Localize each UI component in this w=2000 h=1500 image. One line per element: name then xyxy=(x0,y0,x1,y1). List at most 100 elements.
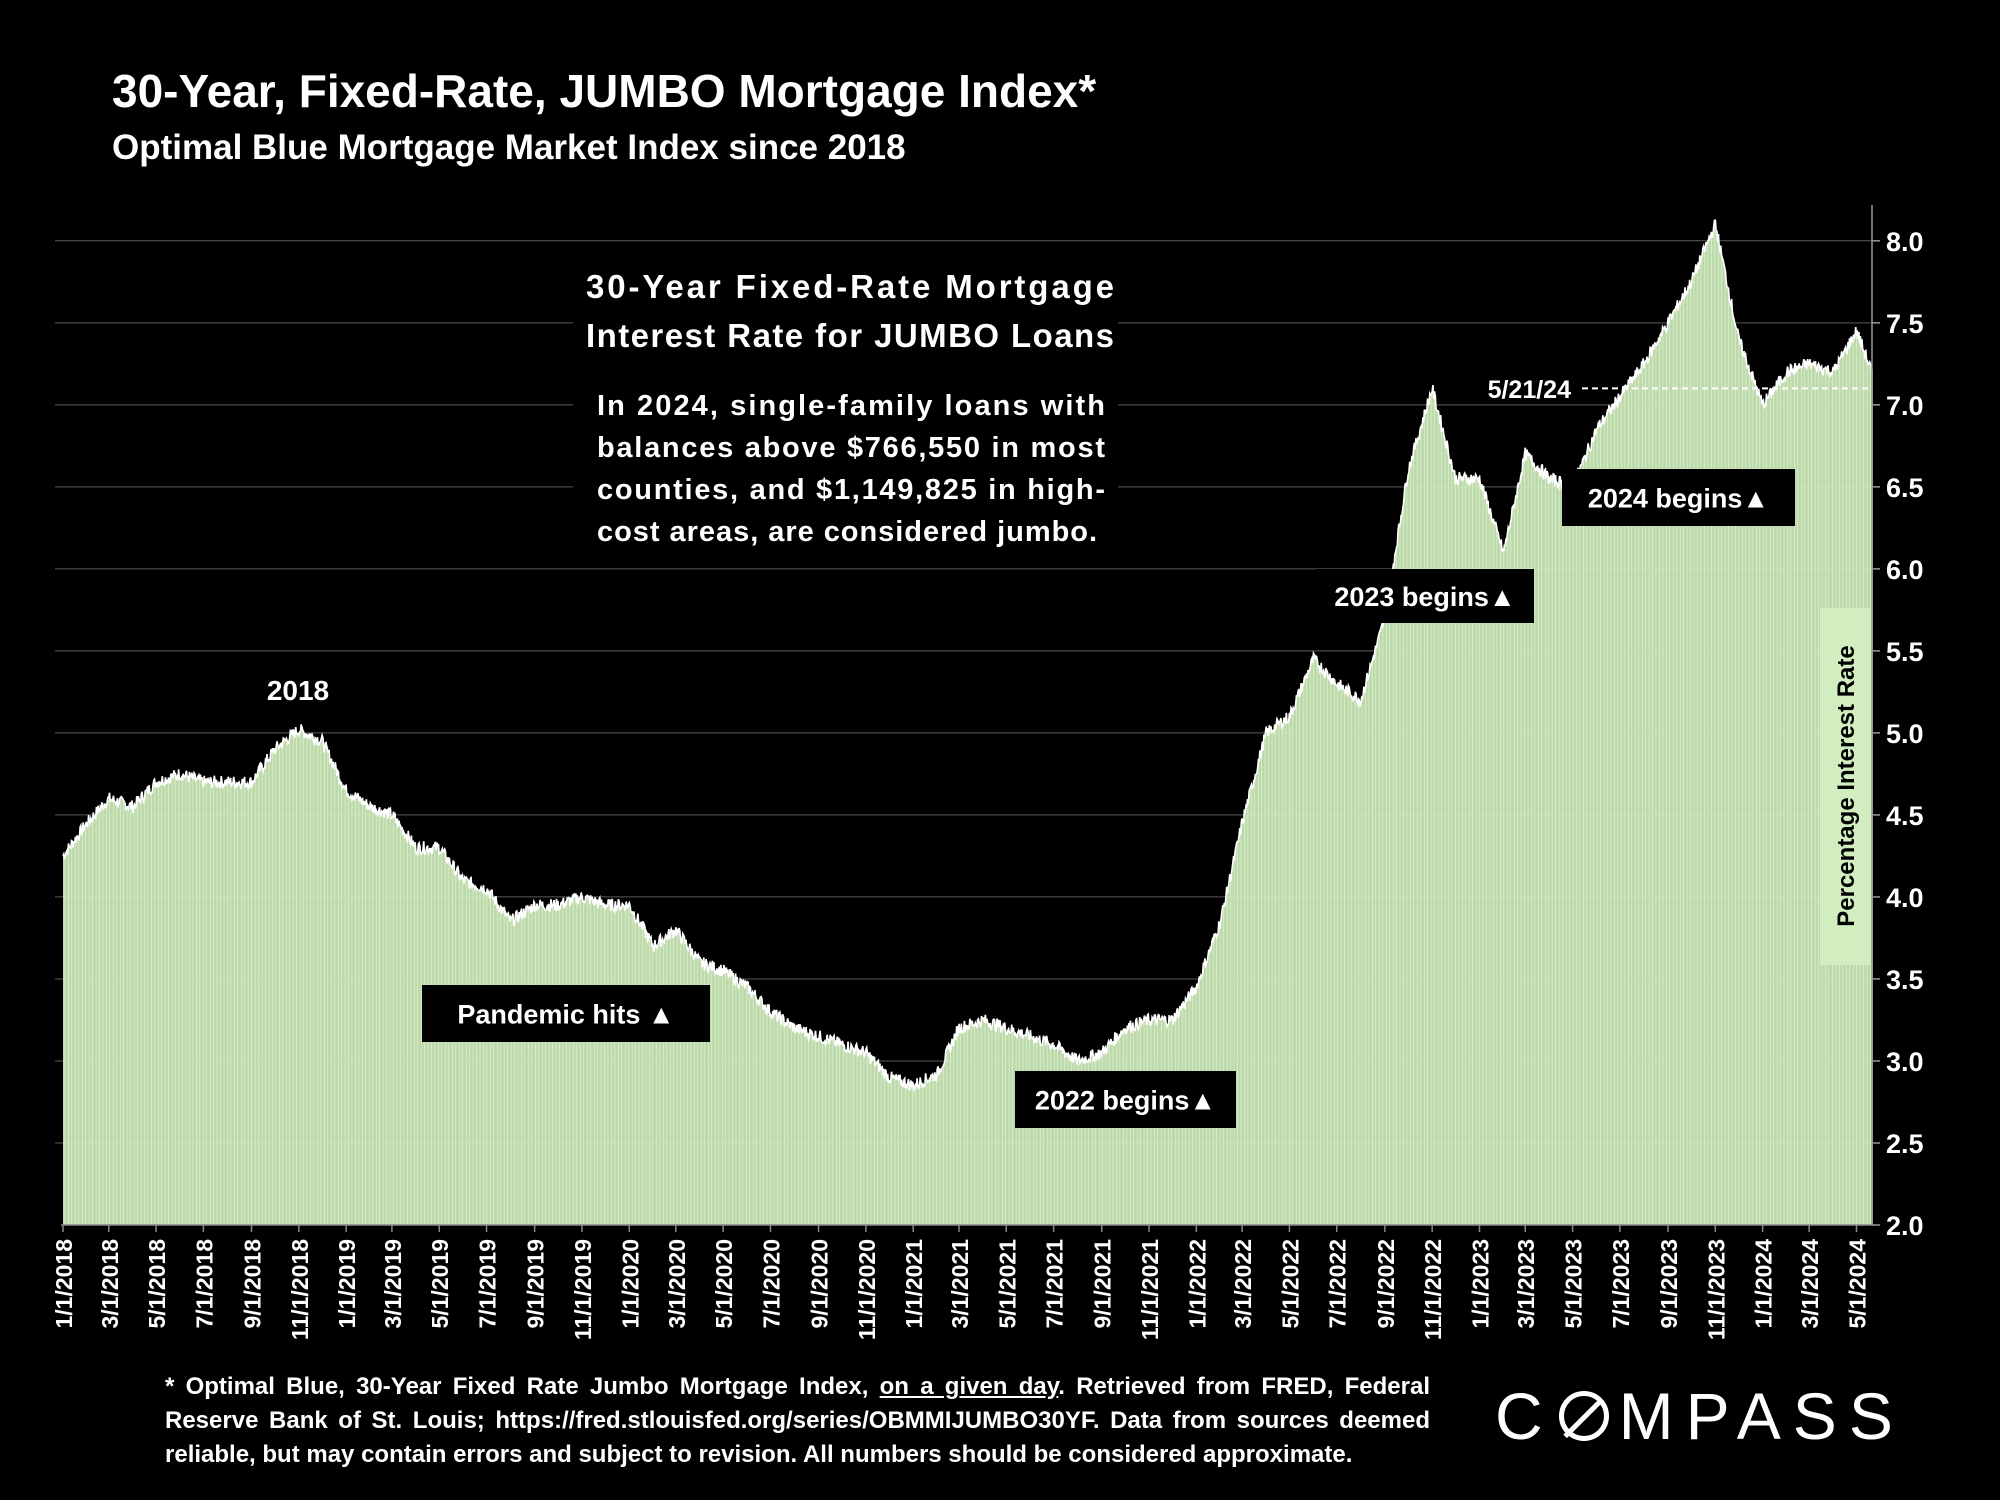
bar xyxy=(282,744,284,1225)
bar xyxy=(305,733,306,1225)
bar xyxy=(1025,1036,1027,1225)
x-tick-label: 1/1/2018 xyxy=(51,1239,77,1329)
bar xyxy=(1260,758,1262,1225)
bar xyxy=(685,943,686,1225)
bar xyxy=(496,902,498,1225)
bar xyxy=(999,1027,1001,1225)
bar xyxy=(533,911,534,1225)
bar xyxy=(1048,1043,1050,1225)
bar xyxy=(261,763,263,1225)
bar xyxy=(1683,299,1685,1225)
bar xyxy=(364,803,366,1225)
bar xyxy=(73,847,74,1225)
bar xyxy=(213,782,215,1225)
bar xyxy=(370,804,372,1225)
y-tick-label: 4.0 xyxy=(1886,883,1924,913)
bar xyxy=(179,779,181,1225)
bar xyxy=(402,835,404,1225)
bar xyxy=(182,780,184,1225)
bar xyxy=(148,793,150,1225)
bar xyxy=(490,892,492,1225)
bar xyxy=(126,806,128,1225)
bar xyxy=(223,783,225,1225)
bar xyxy=(517,919,519,1225)
bar xyxy=(1632,383,1634,1225)
bar xyxy=(1365,689,1367,1225)
bar xyxy=(1461,480,1463,1226)
bar xyxy=(1259,760,1261,1225)
bar xyxy=(1650,347,1651,1225)
bar xyxy=(497,906,499,1225)
bar xyxy=(360,800,362,1225)
bar xyxy=(1244,809,1246,1225)
bar xyxy=(831,1037,833,1225)
bar xyxy=(950,1052,952,1225)
bar xyxy=(612,909,614,1225)
bar xyxy=(285,740,287,1225)
bar xyxy=(530,913,532,1225)
bar xyxy=(1276,724,1278,1225)
bar xyxy=(377,816,379,1225)
bar xyxy=(1069,1058,1070,1225)
bar xyxy=(1695,264,1697,1225)
bar xyxy=(900,1074,901,1225)
annotation-2023-begins: 2023 begins▲ xyxy=(1334,582,1515,612)
bar xyxy=(1031,1036,1032,1225)
bar xyxy=(846,1050,848,1225)
bar xyxy=(100,806,102,1225)
bar xyxy=(1370,664,1371,1225)
bar xyxy=(889,1082,891,1225)
bar xyxy=(827,1039,829,1225)
bar xyxy=(1341,689,1343,1225)
bar xyxy=(990,1029,992,1225)
bar xyxy=(1704,249,1706,1226)
bar xyxy=(1530,459,1532,1226)
bar xyxy=(219,784,221,1225)
bar xyxy=(1445,443,1447,1225)
bar xyxy=(1451,462,1453,1225)
bar xyxy=(1508,527,1510,1225)
bar xyxy=(1571,491,1573,1226)
bar xyxy=(903,1079,905,1225)
bar xyxy=(160,784,162,1225)
bar xyxy=(292,735,294,1225)
bar xyxy=(885,1069,887,1225)
bar xyxy=(687,949,689,1225)
x-tick-label: 1/1/2022 xyxy=(1184,1239,1210,1329)
bar xyxy=(1088,1059,1090,1225)
bar xyxy=(751,994,752,1225)
bar xyxy=(115,803,117,1225)
bar xyxy=(315,737,316,1225)
bar xyxy=(1041,1045,1043,1225)
bar xyxy=(1014,1034,1016,1225)
bar xyxy=(1456,475,1458,1225)
bar xyxy=(768,1012,769,1225)
bar xyxy=(111,799,113,1225)
logo-text-end: MPASS xyxy=(1618,1379,1905,1453)
bar xyxy=(395,814,396,1225)
bar xyxy=(1287,722,1288,1225)
bar xyxy=(1622,393,1624,1226)
bar xyxy=(1419,431,1421,1225)
bar xyxy=(1494,523,1496,1225)
bar xyxy=(771,1016,773,1225)
bar xyxy=(759,999,761,1225)
bar xyxy=(170,773,172,1225)
bar xyxy=(564,906,566,1225)
bar xyxy=(651,945,653,1225)
bar xyxy=(488,891,490,1225)
bar xyxy=(1706,245,1708,1225)
bar xyxy=(1115,1044,1117,1225)
bar xyxy=(1391,570,1393,1225)
x-tick-label: 11/1/2022 xyxy=(1420,1239,1446,1340)
bar xyxy=(1588,443,1589,1225)
bar xyxy=(499,911,501,1225)
bar xyxy=(822,1042,824,1225)
bar xyxy=(1484,492,1485,1225)
bar xyxy=(1055,1048,1057,1225)
bar xyxy=(1739,338,1741,1225)
x-tick-label: 1/1/2020 xyxy=(617,1239,643,1329)
bar xyxy=(1326,670,1328,1225)
bar xyxy=(460,874,462,1225)
bar xyxy=(1664,326,1666,1225)
